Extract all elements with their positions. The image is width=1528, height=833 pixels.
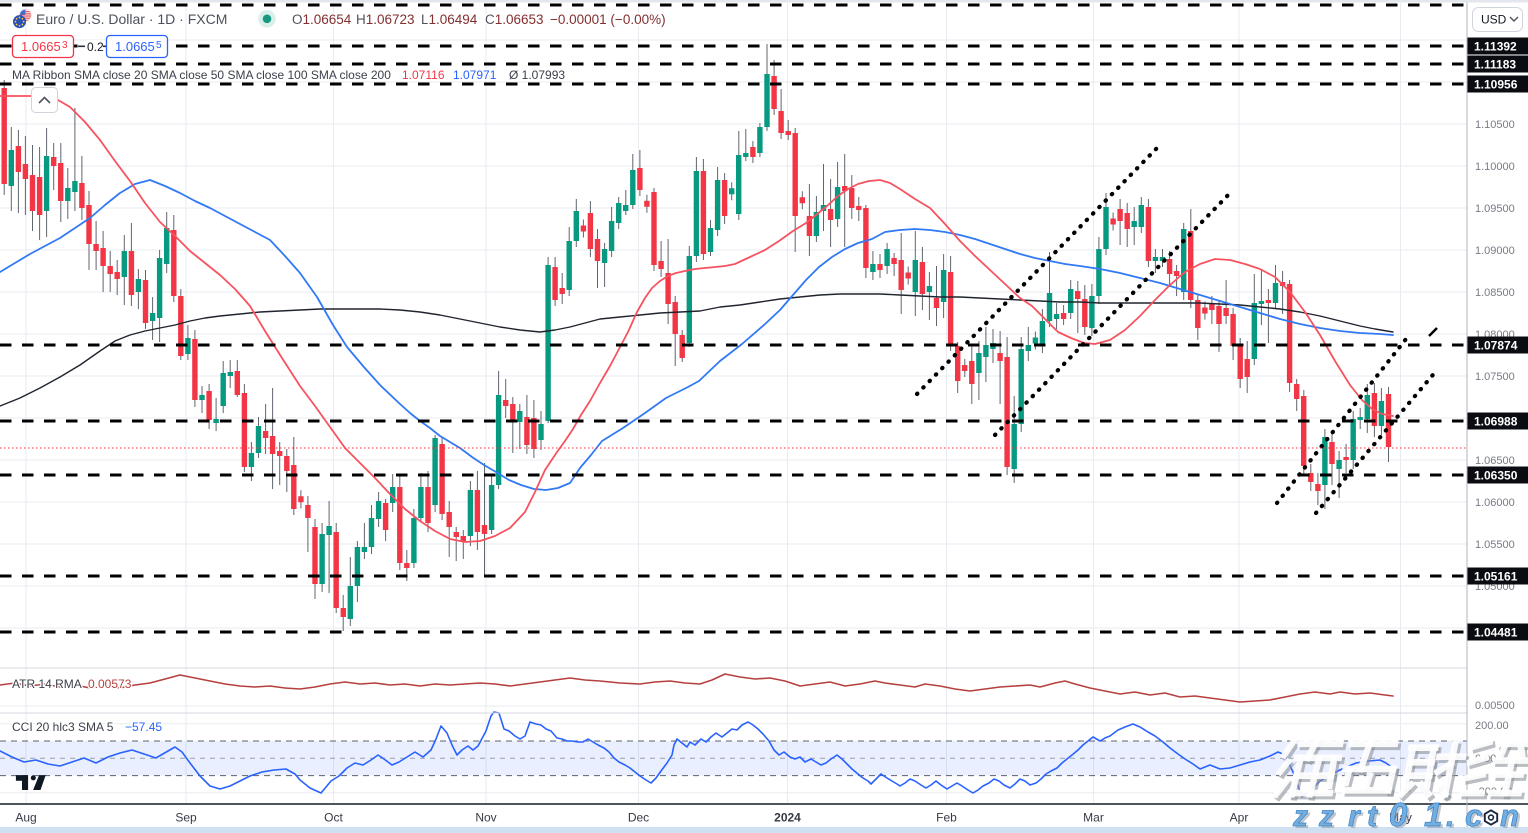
svg-text:Euro / U.S. Dollar · 1D · FXCM: Euro / U.S. Dollar · 1D · FXCM: [36, 11, 227, 27]
svg-text:1.0665: 1.0665: [21, 39, 61, 54]
svg-text:0: 0: [1389, 796, 1408, 833]
svg-text:c: c: [1468, 800, 1485, 833]
svg-text:1.10500: 1.10500: [1475, 119, 1515, 131]
svg-text:2024: 2024: [774, 811, 801, 825]
svg-text:n: n: [1503, 800, 1522, 833]
svg-text:1.11392: 1.11392: [1474, 40, 1517, 54]
svg-text:0.00500: 0.00500: [1475, 700, 1515, 712]
svg-text:0.00573: 0.00573: [88, 677, 132, 691]
svg-text:t: t: [1370, 802, 1382, 833]
svg-text:O1.06654: O1.06654: [292, 12, 352, 27]
svg-text:May: May: [1389, 811, 1412, 825]
svg-text:1.10956: 1.10956: [1474, 78, 1518, 92]
svg-text:H1.06723: H1.06723: [356, 12, 415, 27]
svg-text:ATR 14 RMA: ATR 14 RMA: [12, 677, 82, 691]
svg-text:0: 0: [1392, 798, 1411, 833]
svg-text:0.2: 0.2: [87, 40, 104, 54]
svg-text:5: 5: [156, 40, 162, 51]
svg-text:1.05161: 1.05161: [1474, 570, 1518, 584]
svg-text:Oct: Oct: [324, 811, 343, 825]
svg-text:z: z: [1295, 802, 1311, 833]
svg-text:1.06350: 1.06350: [1474, 469, 1518, 483]
svg-text:L1.06494: L1.06494: [421, 12, 478, 27]
svg-text:1.06500: 1.06500: [1475, 455, 1515, 467]
svg-text:1.09500: 1.09500: [1475, 203, 1515, 215]
svg-text:Feb: Feb: [936, 811, 957, 825]
svg-text:1.06000: 1.06000: [1475, 497, 1515, 509]
svg-text:CCI 20 hlc3 SMA 5: CCI 20 hlc3 SMA 5: [12, 720, 114, 734]
svg-text:.: .: [1449, 802, 1457, 833]
svg-text:1.0665: 1.0665: [115, 39, 155, 54]
svg-text:1.04481: 1.04481: [1474, 626, 1518, 640]
svg-text:1: 1: [1427, 798, 1445, 833]
svg-text:r: r: [1351, 802, 1365, 833]
svg-text:z: z: [1292, 800, 1308, 833]
svg-text:Aug: Aug: [15, 811, 36, 825]
svg-text:Dec: Dec: [628, 811, 649, 825]
svg-text:−57.45: −57.45: [125, 720, 162, 734]
svg-text:1.09000: 1.09000: [1475, 245, 1515, 257]
svg-text:3: 3: [62, 40, 68, 51]
svg-text:Nov: Nov: [475, 811, 496, 825]
svg-text:c: c: [1465, 798, 1482, 833]
svg-text:200.00: 200.00: [1475, 720, 1509, 732]
svg-text:Ø 1.07993: Ø 1.07993: [509, 68, 565, 82]
svg-text:1.10000: 1.10000: [1475, 161, 1515, 173]
svg-text:.: .: [1446, 800, 1454, 833]
svg-text:MA Ribbon SMA close 20 SMA clo: MA Ribbon SMA close 20 SMA close 50 SMA …: [12, 68, 391, 82]
svg-text:1.11183: 1.11183: [1474, 58, 1516, 72]
svg-text:1.07116: 1.07116: [402, 68, 445, 82]
svg-text:Mar: Mar: [1083, 811, 1104, 825]
svg-text:n: n: [1500, 798, 1519, 833]
svg-text:Sep: Sep: [175, 811, 197, 825]
svg-text:1.06988: 1.06988: [1474, 415, 1518, 429]
svg-text:r: r: [1348, 800, 1362, 833]
svg-text:−0.00001 (−0.00%): −0.00001 (−0.00%): [550, 12, 666, 27]
svg-text:C1.06653: C1.06653: [485, 12, 544, 27]
svg-text:USD: USD: [1481, 13, 1507, 27]
svg-text:Apr: Apr: [1230, 811, 1249, 825]
svg-text:z: z: [1321, 802, 1337, 833]
svg-text:1.07874: 1.07874: [1474, 339, 1518, 353]
svg-text:1.05500: 1.05500: [1475, 539, 1515, 551]
svg-text:t: t: [1367, 800, 1379, 833]
svg-text:1.07971: 1.07971: [453, 68, 497, 82]
svg-text:1.08500: 1.08500: [1475, 287, 1515, 299]
svg-text:z: z: [1318, 800, 1334, 833]
svg-text:1: 1: [1424, 796, 1442, 833]
svg-text:1.07500: 1.07500: [1475, 371, 1515, 383]
